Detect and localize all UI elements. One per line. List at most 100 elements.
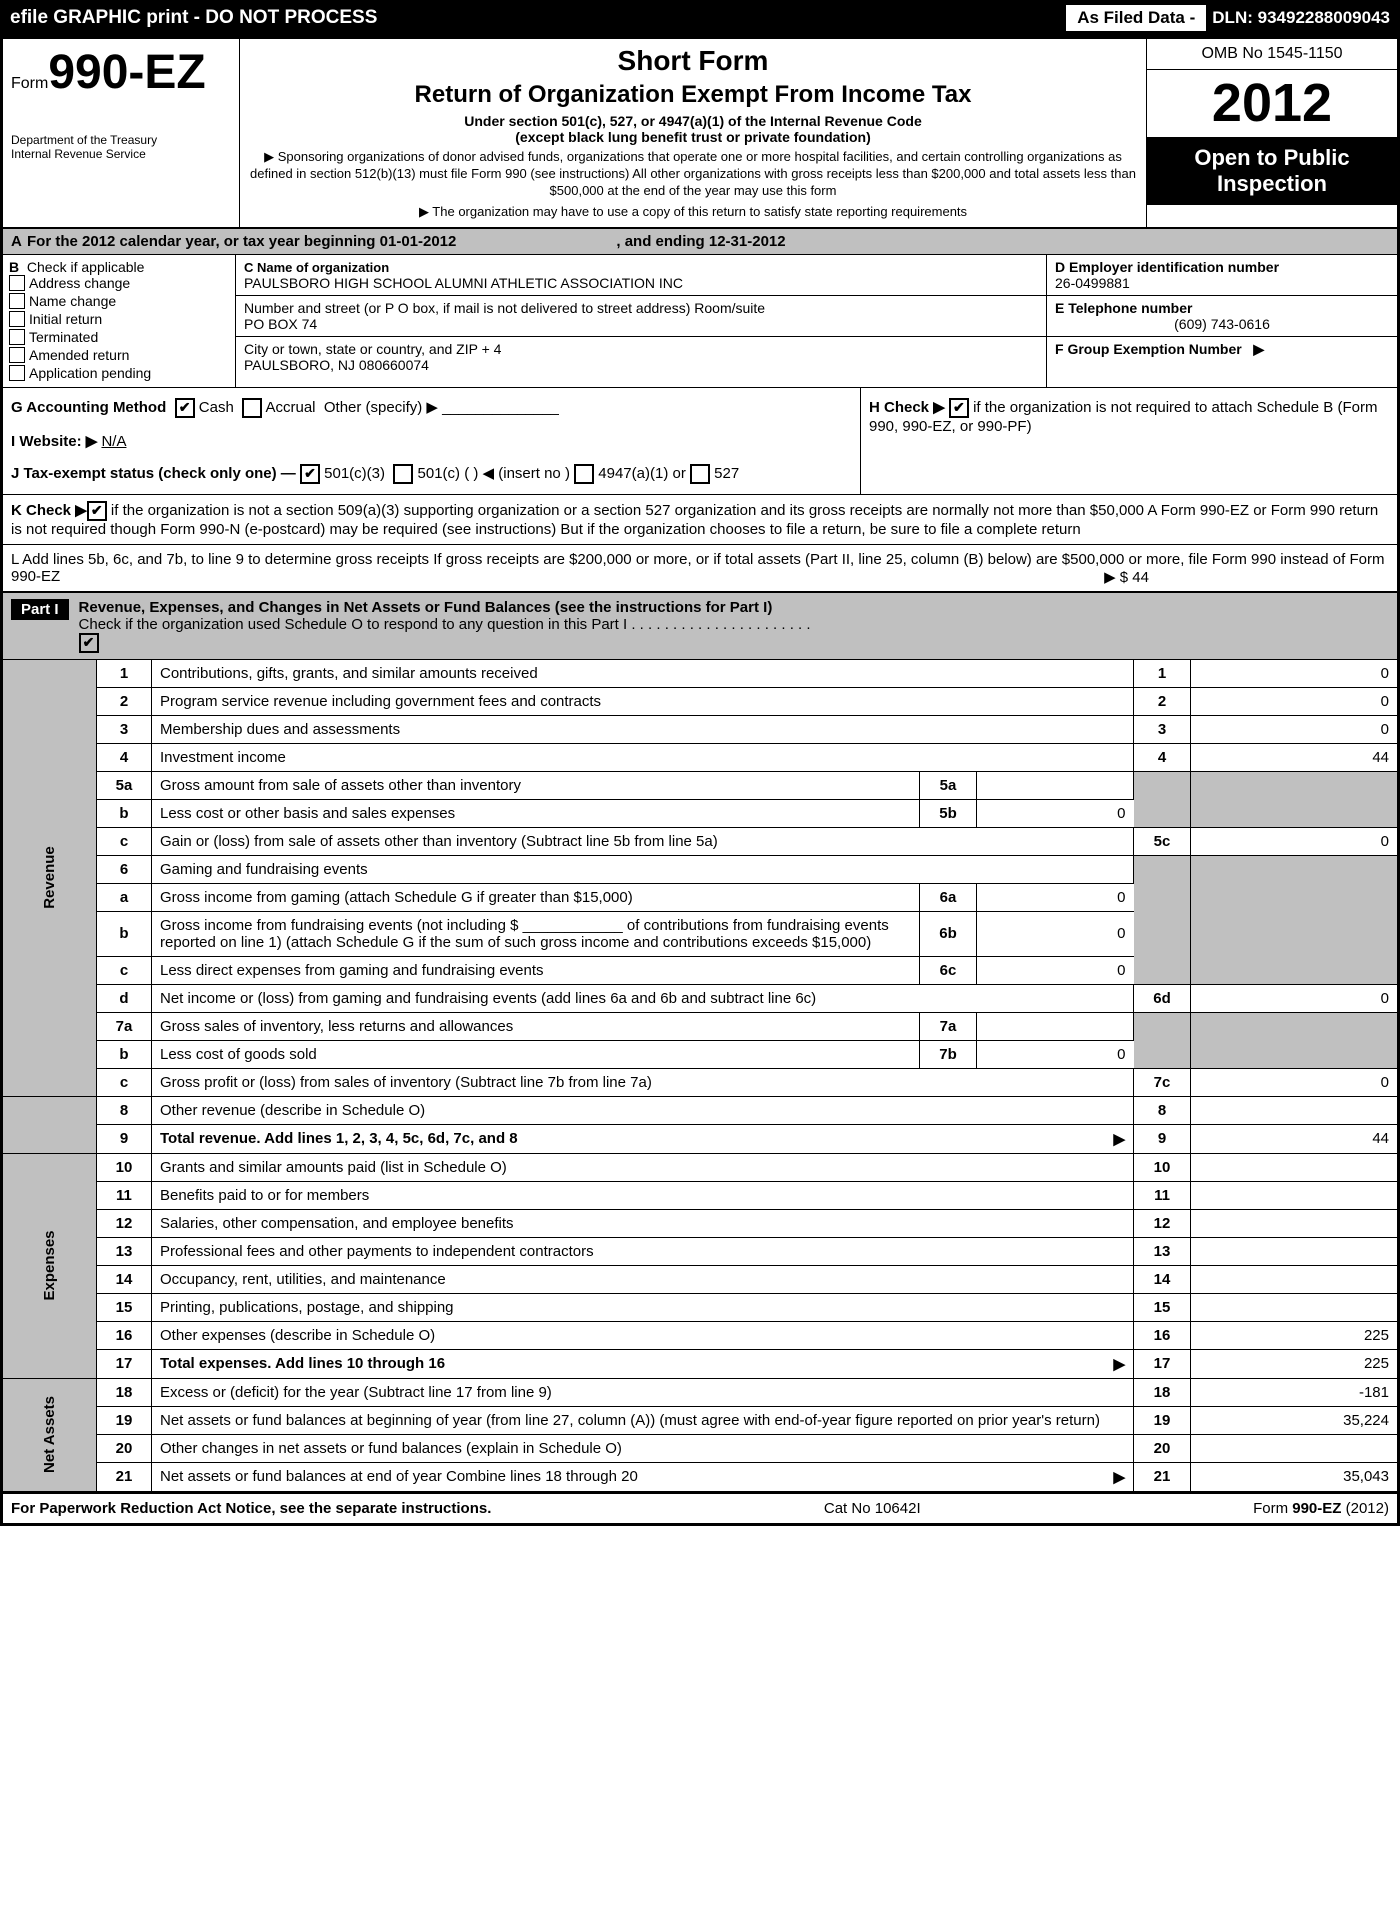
ck-sched-o[interactable]: ✔ (79, 633, 99, 653)
ck-name-change[interactable]: Name change (9, 293, 229, 309)
gik-row: G Accounting Method ✔ Cash Accrual Other… (3, 388, 1397, 495)
n5c: c (96, 827, 151, 855)
r13n: 13 (1134, 1237, 1191, 1265)
under: Under section 501(c), 527, or 4947(a)(1)… (250, 113, 1136, 129)
r2n: 2 (1134, 687, 1191, 715)
n6b: b (96, 911, 151, 956)
b-column: B Check if applicable Address change Nam… (3, 255, 236, 387)
sh7v (1191, 1012, 1398, 1068)
n7b: b (96, 1040, 151, 1068)
n11: 11 (96, 1181, 151, 1209)
gik-left: G Accounting Method ✔ Cash Accrual Other… (3, 388, 860, 494)
side-exp-lbl: Expenses (41, 1227, 58, 1304)
arrow-icon: ▶ (1253, 341, 1264, 357)
city-lbl: City or town, state or country, and ZIP … (244, 341, 501, 357)
d4: Investment income (151, 743, 1133, 771)
n5b: b (96, 799, 151, 827)
d6d: Net income or (loss) from gaming and fun… (151, 984, 1133, 1012)
ck-4947[interactable] (574, 464, 594, 484)
ein-lbl: D Employer identification number (1055, 259, 1279, 275)
d7a: Gross sales of inventory, less returns a… (151, 1012, 919, 1040)
tel-lbl: E Telephone number (1055, 300, 1192, 316)
k-row: K Check ▶✔ if the organization is not a … (3, 495, 1397, 545)
r5cn: 5c (1134, 827, 1191, 855)
short-form: Short Form (250, 45, 1136, 77)
sh6 (1134, 855, 1191, 984)
side-net-lbl: Net Assets (41, 1396, 58, 1473)
ck-cash[interactable]: ✔ (175, 398, 195, 418)
ck-label: Address change (29, 275, 130, 291)
open2: Inspection (1217, 171, 1327, 196)
r1v: 0 (1191, 660, 1398, 688)
header-right: OMB No 1545-1150 2012 Open to PublicInsp… (1146, 39, 1397, 227)
addr: PO BOX 74 (244, 316, 317, 332)
side-revenue2 (3, 1096, 96, 1153)
ck-501c[interactable] (393, 464, 413, 484)
name-lbl: C Name of organization (244, 260, 389, 275)
r20n: 20 (1134, 1434, 1191, 1462)
arrow-icon: ▶ (1113, 1130, 1125, 1148)
l-row: L Add lines 5b, 6c, and 7b, to line 9 to… (3, 545, 1397, 593)
n14: 14 (96, 1265, 151, 1293)
d5c: Gain or (loss) from sale of assets other… (151, 827, 1133, 855)
d16: Other expenses (describe in Schedule O) (151, 1321, 1133, 1349)
d3: Membership dues and assessments (151, 715, 1133, 743)
r14n: 14 (1134, 1265, 1191, 1293)
d17t: Total expenses. Add lines 10 through 16 (160, 1355, 445, 1372)
r4n: 4 (1134, 743, 1191, 771)
mv7b: 0 (977, 1040, 1134, 1068)
r5cv: 0 (1191, 827, 1398, 855)
n7a: 7a (96, 1012, 151, 1040)
r7cn: 7c (1134, 1068, 1191, 1096)
n9: 9 (96, 1124, 151, 1153)
n17: 17 (96, 1349, 151, 1378)
side-expenses: Expenses (3, 1153, 96, 1378)
ck-label: Initial return (29, 311, 102, 327)
n18: 18 (96, 1378, 151, 1406)
ein: 26-0499881 (1055, 275, 1130, 291)
n15: 15 (96, 1293, 151, 1321)
footer: For Paperwork Reduction Act Notice, see … (3, 1492, 1397, 1523)
label-a: A (11, 233, 27, 250)
d9t: Total revenue. Add lines 1, 2, 3, 4, 5c,… (160, 1130, 518, 1147)
r16v: 225 (1191, 1321, 1398, 1349)
d2: Program service revenue including govern… (151, 687, 1133, 715)
n21: 21 (96, 1462, 151, 1491)
n4: 4 (96, 743, 151, 771)
n6: 6 (96, 855, 151, 883)
ck-label: Amended return (29, 347, 129, 363)
ck-527[interactable] (690, 464, 710, 484)
d17: Total expenses. Add lines 10 through 16 … (151, 1349, 1133, 1378)
ck-sched-b[interactable]: ✔ (949, 398, 969, 418)
ck-initial-return[interactable]: Initial return (9, 311, 229, 327)
ck-address-change[interactable]: Address change (9, 275, 229, 291)
ck-terminated[interactable]: Terminated (9, 329, 229, 345)
n16: 16 (96, 1321, 151, 1349)
inst: ▶ Sponsoring organizations of donor advi… (250, 149, 1136, 200)
r6dv: 0 (1191, 984, 1398, 1012)
ck-pending[interactable]: Application pending (9, 365, 229, 381)
r2v: 0 (1191, 687, 1398, 715)
ck-501c3[interactable]: ✔ (300, 464, 320, 484)
r17v: 225 (1191, 1349, 1398, 1378)
m5a: 5a (920, 771, 977, 799)
dept1: Department of the Treasury (11, 133, 231, 147)
d7b: Less cost of goods sold (151, 1040, 919, 1068)
cal-text1: For the 2012 calendar year, or tax year … (27, 233, 456, 250)
ck-k[interactable]: ✔ (87, 501, 107, 521)
d13: Professional fees and other payments to … (151, 1237, 1133, 1265)
part1-header: Part I Revenue, Expenses, and Changes in… (3, 593, 1397, 660)
ck-accrual[interactable] (242, 398, 262, 418)
mv6a: 0 (977, 883, 1134, 911)
mv6b: 0 (977, 911, 1134, 956)
open-public: Open to PublicInspection (1147, 137, 1397, 205)
r11n: 11 (1134, 1181, 1191, 1209)
r21n: 21 (1134, 1462, 1191, 1491)
d12: Salaries, other compensation, and employ… (151, 1209, 1133, 1237)
d15: Printing, publications, postage, and shi… (151, 1293, 1133, 1321)
ck-label: Terminated (29, 329, 98, 345)
ck-amended[interactable]: Amended return (9, 347, 229, 363)
j-row: J Tax-exempt status (check only one) — ✔… (11, 464, 852, 484)
j-d: 527 (714, 465, 739, 482)
d5a: Gross amount from sale of assets other t… (151, 771, 919, 799)
